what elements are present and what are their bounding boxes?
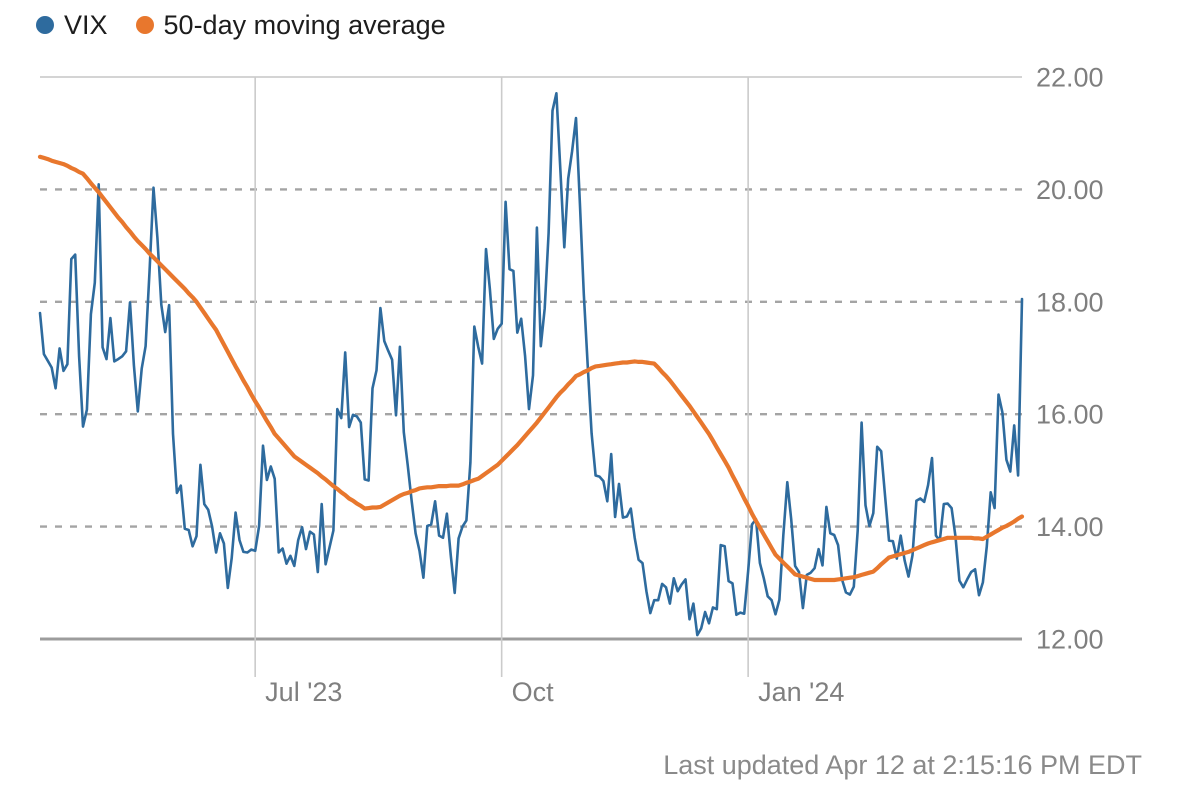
y-axis-label: 20.00 bbox=[1036, 175, 1104, 205]
chart-legend: VIX 50-day moving average bbox=[36, 8, 446, 42]
last-updated-text: Last updated Apr 12 at 2:15:16 PM EDT bbox=[663, 750, 1142, 780]
legend-item-50-day-moving-average: 50-day moving average bbox=[135, 8, 446, 42]
y-axis-label: 18.00 bbox=[1036, 287, 1104, 317]
y-axis-label: 16.00 bbox=[1036, 400, 1104, 430]
x-axis-label: Jan '24 bbox=[758, 677, 844, 707]
x-axis-label: Oct bbox=[512, 677, 555, 707]
moving-average-line bbox=[37, 154, 1025, 583]
vix-series-dot-icon bbox=[36, 16, 54, 34]
moving-average-series-dot-icon bbox=[135, 16, 154, 34]
vix-line bbox=[38, 92, 1024, 637]
y-axis-label: 14.00 bbox=[1036, 512, 1104, 542]
legend-item-vix: VIX bbox=[36, 8, 108, 42]
moving-average-series-label: 50-day moving average bbox=[163, 10, 446, 40]
y-axis-label: 12.00 bbox=[1036, 625, 1104, 655]
x-axis-label: Jul '23 bbox=[265, 677, 342, 707]
y-axis-label: 22.00 bbox=[1036, 63, 1104, 93]
vix-series-label: VIX bbox=[64, 10, 108, 40]
